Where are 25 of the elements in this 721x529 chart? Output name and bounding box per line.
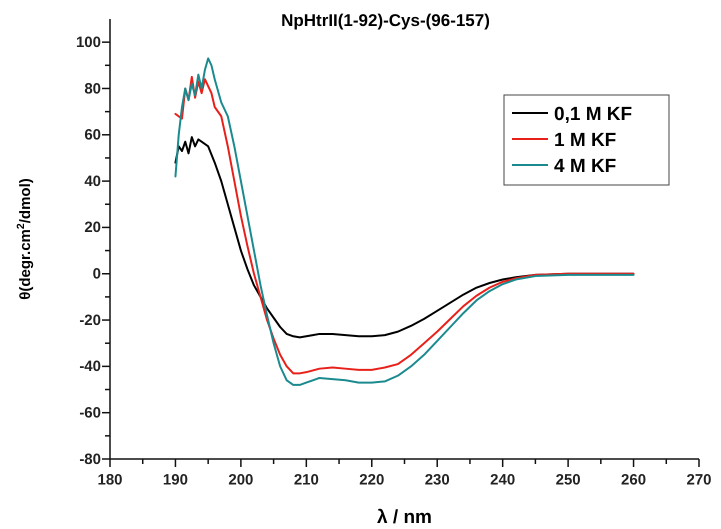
y-tick-label: 100 <box>76 34 101 51</box>
y-tick-label: 80 <box>84 80 101 98</box>
x-tick-label: 200 <box>228 472 254 488</box>
y-tick-label: 60 <box>84 126 101 144</box>
x-tick-label: 250 <box>556 472 581 488</box>
x-tick-label: 180 <box>97 472 123 488</box>
y-tick-label: -80 <box>79 450 101 468</box>
chart-title: NpHtrII(1-92)-Cys-(96-157) <box>281 11 490 30</box>
y-tick-label: 20 <box>84 219 101 236</box>
y-tick-label: -60 <box>79 404 101 422</box>
x-axis-title: λ / nm <box>377 507 432 528</box>
x-tick-label: 220 <box>359 472 384 488</box>
x-tick-label: 230 <box>424 472 450 488</box>
legend-label: 1 M KF <box>554 130 616 151</box>
legend-label: 4 M KF <box>554 156 616 177</box>
y-tick-label: 40 <box>84 172 101 190</box>
x-tick-label: 190 <box>162 472 188 488</box>
x-tick-label: 260 <box>621 472 646 488</box>
y-tick-label: -20 <box>79 312 101 329</box>
y-tick-label: 0 <box>92 266 101 283</box>
y-tick-label: -40 <box>79 358 101 376</box>
x-tick-label: 240 <box>490 472 516 488</box>
x-tick-label: 210 <box>294 472 319 488</box>
x-tick-label: 270 <box>686 472 712 488</box>
legend-label: 0,1 M KF <box>554 104 632 125</box>
